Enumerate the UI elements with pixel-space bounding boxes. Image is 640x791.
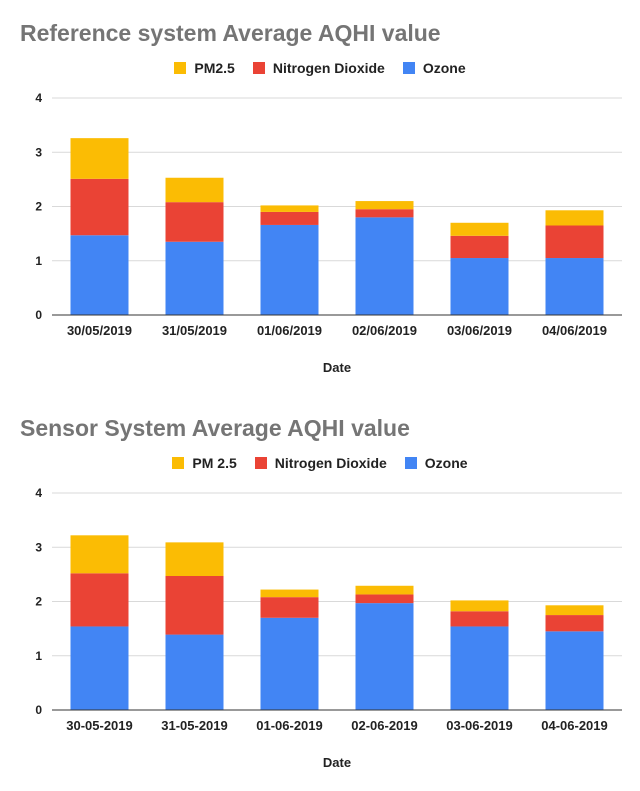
x-tick-label: 30/05/2019 <box>67 323 132 338</box>
legend-label: Ozone <box>422 60 466 76</box>
legend-swatch-pm25 <box>172 457 185 469</box>
chart-legend: PM2.5 Nitrogen Dioxide Ozone <box>0 60 640 76</box>
legend-label: Ozone <box>424 455 468 471</box>
legend-label: PM 2.5 <box>192 455 237 471</box>
bar-ozone <box>545 258 604 315</box>
bar-pm25 <box>450 222 509 236</box>
bar-ozone <box>165 241 224 315</box>
plot-area: 0 1 2 3 4 30/05/2019 31/05/2019 01/06/2019 02/06… <box>35 91 622 375</box>
legend-item-ozone[interactable]: Ozone <box>402 60 466 76</box>
x-tick-label: 02/06/2019 <box>352 323 417 338</box>
legend-item-nitrogen-dioxide[interactable]: Nitrogen Dioxide <box>252 60 385 76</box>
legend-item-pm25[interactable]: PM 2.5 <box>172 455 237 471</box>
y-tick-label: 2 <box>35 595 42 609</box>
bar-ozone <box>260 617 319 710</box>
y-tick-label: 4 <box>35 486 42 500</box>
bar-no2 <box>260 597 319 618</box>
x-tick-label: 31/05/2019 <box>162 323 227 338</box>
x-axis-title: Date <box>323 360 351 375</box>
bar-ozone <box>260 224 319 315</box>
bar-pm25 <box>355 585 414 595</box>
bar-pm25 <box>165 177 224 203</box>
bar-ozone <box>355 603 414 710</box>
bar-pm25 <box>70 138 129 179</box>
bar-pm25 <box>545 210 604 226</box>
legend-label: PM2.5 <box>194 60 235 76</box>
y-tick-label: 0 <box>35 703 42 717</box>
legend-label: Nitrogen Dioxide <box>272 60 385 76</box>
bar-no2 <box>450 611 509 627</box>
y-tick-label: 4 <box>35 91 42 105</box>
x-tick-label: 04/06/2019 <box>542 323 607 338</box>
bar-ozone <box>165 634 224 710</box>
x-tick-label: 04-06-2019 <box>541 718 608 733</box>
bar-no2 <box>70 573 129 627</box>
legend-label: Nitrogen Dioxide <box>274 455 387 471</box>
legend-item-nitrogen-dioxide[interactable]: Nitrogen Dioxide <box>254 455 387 471</box>
x-tick-label: 03/06/2019 <box>447 323 512 338</box>
chart-title: Sensor System Average AQHI value <box>20 415 410 441</box>
bar-no2 <box>450 235 509 259</box>
x-tick-label: 30-05-2019 <box>66 718 133 733</box>
legend-swatch-nitrogen-dioxide <box>254 457 267 469</box>
legend-item-pm25[interactable]: PM2.5 <box>174 60 235 76</box>
bar-ozone <box>70 626 129 710</box>
chart-title: Reference system Average AQHI value <box>20 20 441 46</box>
bar-ozone <box>545 631 604 710</box>
y-tick-label: 1 <box>35 649 42 663</box>
bar-no2 <box>355 209 414 218</box>
chart-legend: PM 2.5 Nitrogen Dioxide Ozone <box>0 455 640 471</box>
reference-chart: Reference system Average AQHI value PM2.… <box>0 0 640 395</box>
bar-no2 <box>355 594 414 604</box>
x-tick-label: 03-06-2019 <box>446 718 513 733</box>
bar-no2 <box>70 178 129 236</box>
bar-pm25 <box>260 589 319 598</box>
x-tick-label: 31-05-2019 <box>161 718 228 733</box>
bar-pm25 <box>70 535 129 574</box>
legend-swatch-ozone <box>404 457 417 469</box>
bar-ozone <box>450 626 509 710</box>
sensor-chart: Sensor System Average AQHI value PM 2.5 … <box>0 395 640 791</box>
bar-no2 <box>165 576 224 635</box>
y-tick-label: 2 <box>35 200 42 214</box>
bar-no2 <box>165 202 224 242</box>
bar-pm25 <box>355 201 414 210</box>
bar-ozone <box>70 235 129 315</box>
bar-pm25 <box>260 205 319 212</box>
bar-no2 <box>260 211 319 225</box>
bar-pm25 <box>545 605 604 616</box>
y-tick-label: 0 <box>35 308 42 322</box>
y-tick-label: 1 <box>35 254 42 268</box>
x-tick-label: 02-06-2019 <box>351 718 418 733</box>
x-axis-title: Date <box>323 755 351 770</box>
legend-swatch-ozone <box>402 62 415 74</box>
bar-no2 <box>545 225 604 259</box>
legend-item-ozone[interactable]: Ozone <box>404 455 468 471</box>
bar-pm25 <box>165 542 224 577</box>
x-tick-label: 01-06-2019 <box>256 718 323 733</box>
plot-area: 0 1 2 3 4 30-05-2019 31-05-2019 01-06-2019 02-06… <box>35 486 622 770</box>
bar-no2 <box>545 615 604 632</box>
bar-ozone <box>355 217 414 315</box>
legend-swatch-pm25 <box>174 62 187 74</box>
bar-pm25 <box>450 600 509 612</box>
x-tick-label: 01/06/2019 <box>257 323 322 338</box>
y-tick-label: 3 <box>35 145 42 159</box>
bar-ozone <box>450 258 509 315</box>
y-tick-label: 3 <box>35 540 42 554</box>
legend-swatch-nitrogen-dioxide <box>252 62 265 74</box>
